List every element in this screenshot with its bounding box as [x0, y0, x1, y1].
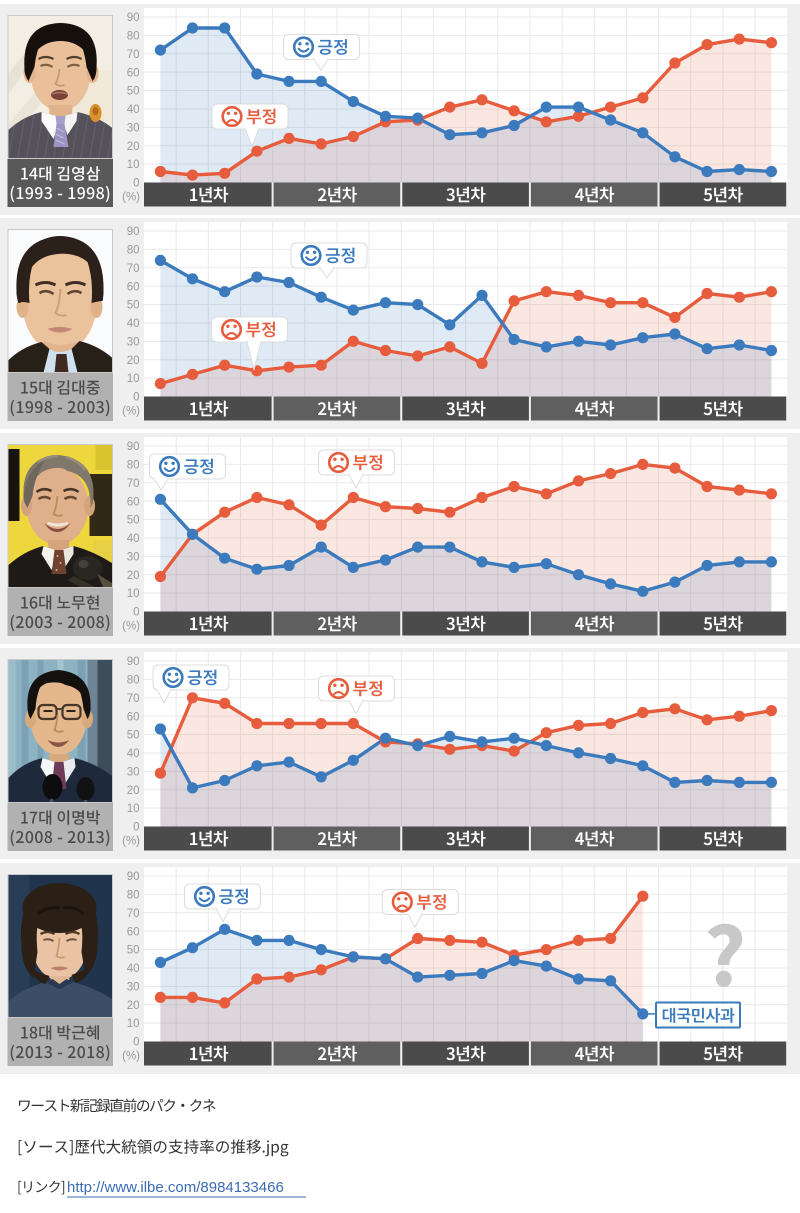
svg-text:80: 80: [127, 245, 140, 257]
svg-text:30: 30: [127, 981, 140, 993]
svg-text:20: 20: [127, 785, 140, 797]
svg-text:(%): (%): [122, 836, 140, 848]
svg-text:40: 40: [127, 104, 140, 116]
svg-text:(%): (%): [122, 621, 140, 633]
svg-text:50: 50: [127, 730, 140, 742]
svg-text:80: 80: [127, 675, 140, 687]
svg-text:10: 10: [127, 588, 140, 600]
svg-text:(%): (%): [122, 192, 140, 204]
svg-text:(%): (%): [122, 406, 140, 418]
svg-text:40: 40: [127, 963, 140, 975]
svg-text:40: 40: [127, 748, 140, 760]
svg-text:40: 40: [127, 533, 140, 545]
svg-text:30: 30: [127, 122, 140, 134]
svg-text:0: 0: [133, 392, 139, 404]
svg-text:20: 20: [127, 355, 140, 367]
svg-text:0: 0: [133, 1037, 139, 1049]
svg-text:80: 80: [127, 460, 140, 472]
svg-text:30: 30: [127, 551, 140, 563]
svg-text:0: 0: [133, 822, 139, 834]
svg-text:90: 90: [127, 656, 140, 668]
svg-text:70: 70: [127, 49, 140, 61]
svg-text:20: 20: [127, 141, 140, 153]
svg-text:90: 90: [127, 226, 140, 238]
svg-text:70: 70: [127, 908, 140, 920]
svg-text:20: 20: [127, 570, 140, 582]
svg-text:10: 10: [127, 373, 140, 385]
svg-text:20: 20: [127, 1000, 140, 1012]
svg-text:60: 60: [127, 711, 140, 723]
svg-text:10: 10: [127, 803, 140, 815]
svg-text:(%): (%): [122, 1051, 140, 1063]
svg-text:90: 90: [127, 871, 140, 883]
svg-text:90: 90: [127, 12, 140, 24]
svg-text:80: 80: [127, 890, 140, 902]
svg-text:0: 0: [133, 607, 139, 619]
svg-text:90: 90: [127, 441, 140, 453]
svg-text:40: 40: [127, 318, 140, 330]
svg-text:60: 60: [127, 281, 140, 293]
svg-text:10: 10: [127, 1018, 140, 1030]
svg-text:60: 60: [127, 67, 140, 79]
svg-text:70: 70: [127, 693, 140, 705]
svg-text:50: 50: [127, 945, 140, 957]
svg-text:0: 0: [133, 178, 139, 190]
svg-text:50: 50: [127, 86, 140, 98]
svg-text:50: 50: [127, 515, 140, 527]
svg-text:10: 10: [127, 159, 140, 171]
svg-text:80: 80: [127, 31, 140, 43]
svg-text:50: 50: [127, 300, 140, 312]
svg-text:30: 30: [127, 766, 140, 778]
svg-text:60: 60: [127, 496, 140, 508]
svg-text:60: 60: [127, 926, 140, 938]
svg-text:30: 30: [127, 336, 140, 348]
svg-text:70: 70: [127, 478, 140, 490]
svg-text:70: 70: [127, 263, 140, 275]
svg-text:http://www.ilbe.com/8984133466: http://www.ilbe.com/8984133466: [67, 1179, 284, 1196]
